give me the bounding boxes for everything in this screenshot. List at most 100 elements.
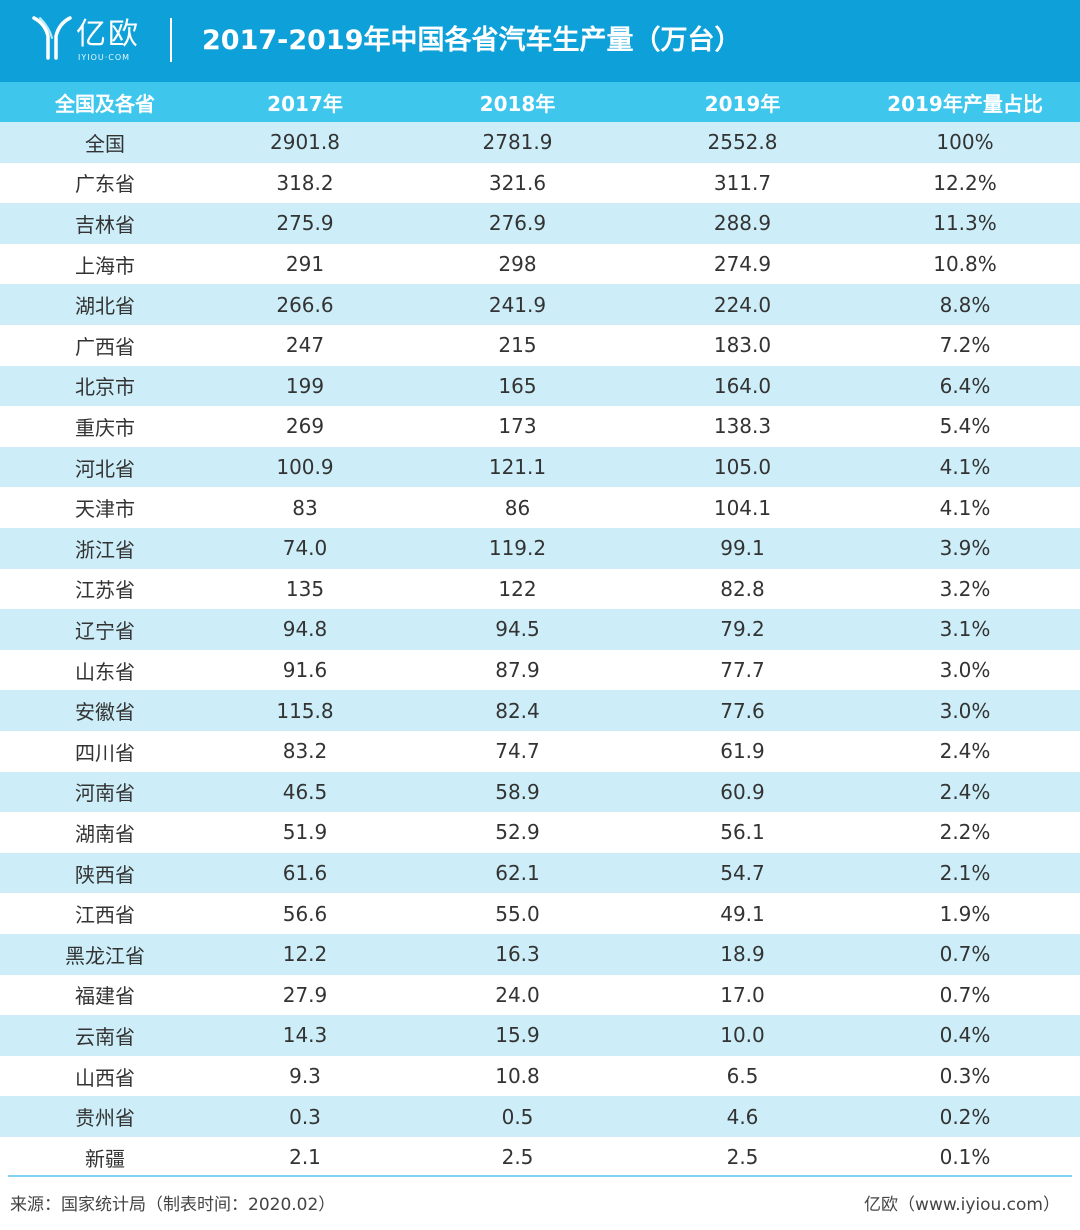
value-cell: 2552.8: [707, 130, 778, 155]
value-cell: 247: [285, 333, 325, 358]
logo-text: 亿欧: [76, 17, 140, 52]
value-cell: 16.3: [495, 942, 540, 967]
value-cell: 215: [498, 333, 537, 358]
table-row: 新疆 2.1 2.5 2.5 0.1%: [0, 1137, 1080, 1178]
value-cell: 94.8: [282, 617, 328, 642]
table-row: 吉林省 275.9 276.9 288.9 11.3%: [0, 203, 1080, 244]
value-cell: 11.3%: [933, 211, 997, 236]
table-row: 重庆市 269 173 138.3 5.4%: [0, 406, 1080, 447]
value-cell: 99.1: [720, 536, 765, 561]
header-divider: [170, 18, 172, 62]
logo-subtext: IYIOU·COM: [78, 53, 131, 62]
region-cell: 江苏省: [75, 578, 135, 603]
table-row: 云南省 14.3 15.9 10.0 0.4%: [0, 1015, 1080, 1056]
value-cell: 0.2%: [939, 1104, 991, 1129]
value-cell: 55.0: [495, 901, 540, 926]
table-bottom-rule: [8, 1175, 1072, 1177]
table-row: 湖北省 266.6 241.9 224.0 8.8%: [0, 284, 1080, 325]
region-cell: 北京市: [75, 375, 135, 400]
value-cell: 62.1: [495, 861, 540, 886]
region-cell: 湖南省: [75, 821, 135, 846]
column-header: 全国及各省: [55, 91, 155, 116]
region-cell: 广东省: [75, 172, 135, 197]
value-cell: 51.9: [282, 820, 328, 845]
value-cell: 165: [498, 373, 537, 398]
column-header: 2019年产量占比: [887, 91, 1043, 116]
value-cell: 3.0%: [939, 658, 991, 683]
value-cell: 2.4%: [939, 739, 991, 764]
credit-note: 亿欧（www.iyiou.com）: [864, 1195, 1060, 1215]
region-cell: 陕西省: [75, 862, 135, 887]
value-cell: 60.9: [720, 779, 765, 804]
value-cell: 82.8: [720, 576, 765, 601]
value-cell: 49.1: [720, 901, 765, 926]
value-cell: 4.1%: [939, 495, 991, 520]
value-cell: 86: [504, 495, 531, 520]
region-cell: 福建省: [75, 984, 135, 1009]
table-row: 广东省 318.2 321.6 311.7 12.2%: [0, 163, 1080, 204]
table-row: 山西省 9.3 10.8 6.5 0.3%: [0, 1056, 1080, 1097]
column-header: 2017年: [267, 91, 343, 116]
value-cell: 2.1: [289, 1145, 321, 1170]
logo-y-icon: [32, 16, 72, 60]
value-cell: 82.4: [495, 698, 540, 723]
region-cell: 上海市: [75, 253, 135, 278]
table-row: 辽宁省 94.8 94.5 79.2 3.1%: [0, 609, 1080, 650]
value-cell: 122: [498, 576, 537, 601]
value-cell: 100%: [936, 130, 994, 155]
value-cell: 3.1%: [939, 617, 991, 642]
region-cell: 重庆市: [75, 415, 135, 440]
table-row: 贵州省 0.3 0.5 4.6 0.2%: [0, 1096, 1080, 1137]
value-cell: 2.5: [726, 1145, 759, 1170]
region-cell: 安徽省: [75, 700, 135, 725]
value-cell: 91.6: [282, 658, 328, 683]
value-cell: 12.2%: [933, 170, 997, 195]
value-cell: 4.1%: [939, 455, 991, 480]
value-cell: 74.0: [282, 536, 328, 561]
value-cell: 8.8%: [939, 292, 991, 317]
table-row: 广西省 247 215 183.0 7.2%: [0, 325, 1080, 366]
table-row: 河南省 46.5 58.9 60.9 2.4%: [0, 771, 1080, 813]
value-cell: 10.0: [720, 1023, 765, 1048]
region-cell: 吉林省: [75, 212, 135, 237]
value-cell: 18.9: [720, 942, 765, 967]
value-cell: 121.1: [488, 455, 547, 480]
value-cell: 2.1%: [939, 861, 991, 886]
table-row: 天津市 83 86 104.1 4.1%: [0, 487, 1080, 528]
value-cell: 291: [285, 252, 325, 277]
source-note: 来源：国家统计局（制表时间：2020.02）: [10, 1195, 336, 1215]
value-cell: 119.2: [488, 536, 547, 561]
value-cell: 52.9: [495, 820, 540, 845]
value-cell: 0.7%: [939, 982, 991, 1007]
value-cell: 46.5: [282, 779, 328, 804]
value-cell: 3.0%: [939, 698, 991, 723]
table-row: 河北省 100.9 121.1 105.0 4.1%: [0, 446, 1080, 488]
table-row: 湖南省 51.9 52.9 56.1 2.2%: [0, 812, 1080, 853]
table-row: 四川省 83.2 74.7 61.9 2.4%: [0, 731, 1080, 772]
value-cell: 77.7: [720, 658, 765, 683]
value-cell: 10.8%: [933, 252, 997, 277]
value-cell: 9.3: [289, 1064, 321, 1089]
value-cell: 115.8: [276, 698, 334, 723]
region-cell: 湖北省: [75, 294, 135, 319]
value-cell: 12.2: [282, 942, 328, 967]
table-row: 北京市 199 165 164.0 6.4%: [0, 365, 1080, 407]
region-cell: 山东省: [75, 659, 135, 684]
value-cell: 266.6: [276, 292, 334, 317]
table-row: 浙江省 74.0 119.2 99.1 3.9%: [0, 528, 1080, 569]
value-cell: 4.6: [726, 1104, 759, 1129]
value-cell: 241.9: [488, 292, 547, 317]
region-cell: 河南省: [75, 781, 135, 806]
value-cell: 17.0: [720, 982, 765, 1007]
region-cell: 全国: [85, 131, 125, 156]
value-cell: 199: [285, 373, 325, 398]
table-row: 山东省 91.6 87.9 77.7 3.0%: [0, 650, 1080, 691]
value-cell: 61.9: [720, 739, 765, 764]
logo: 亿欧 IYIOU·COM: [30, 12, 170, 68]
value-cell: 3.9%: [939, 536, 991, 561]
region-cell: 天津市: [75, 497, 135, 522]
region-cell: 新疆: [85, 1146, 125, 1171]
value-cell: 298: [498, 252, 537, 277]
value-cell: 100.9: [276, 455, 334, 480]
value-cell: 224.0: [713, 292, 772, 317]
